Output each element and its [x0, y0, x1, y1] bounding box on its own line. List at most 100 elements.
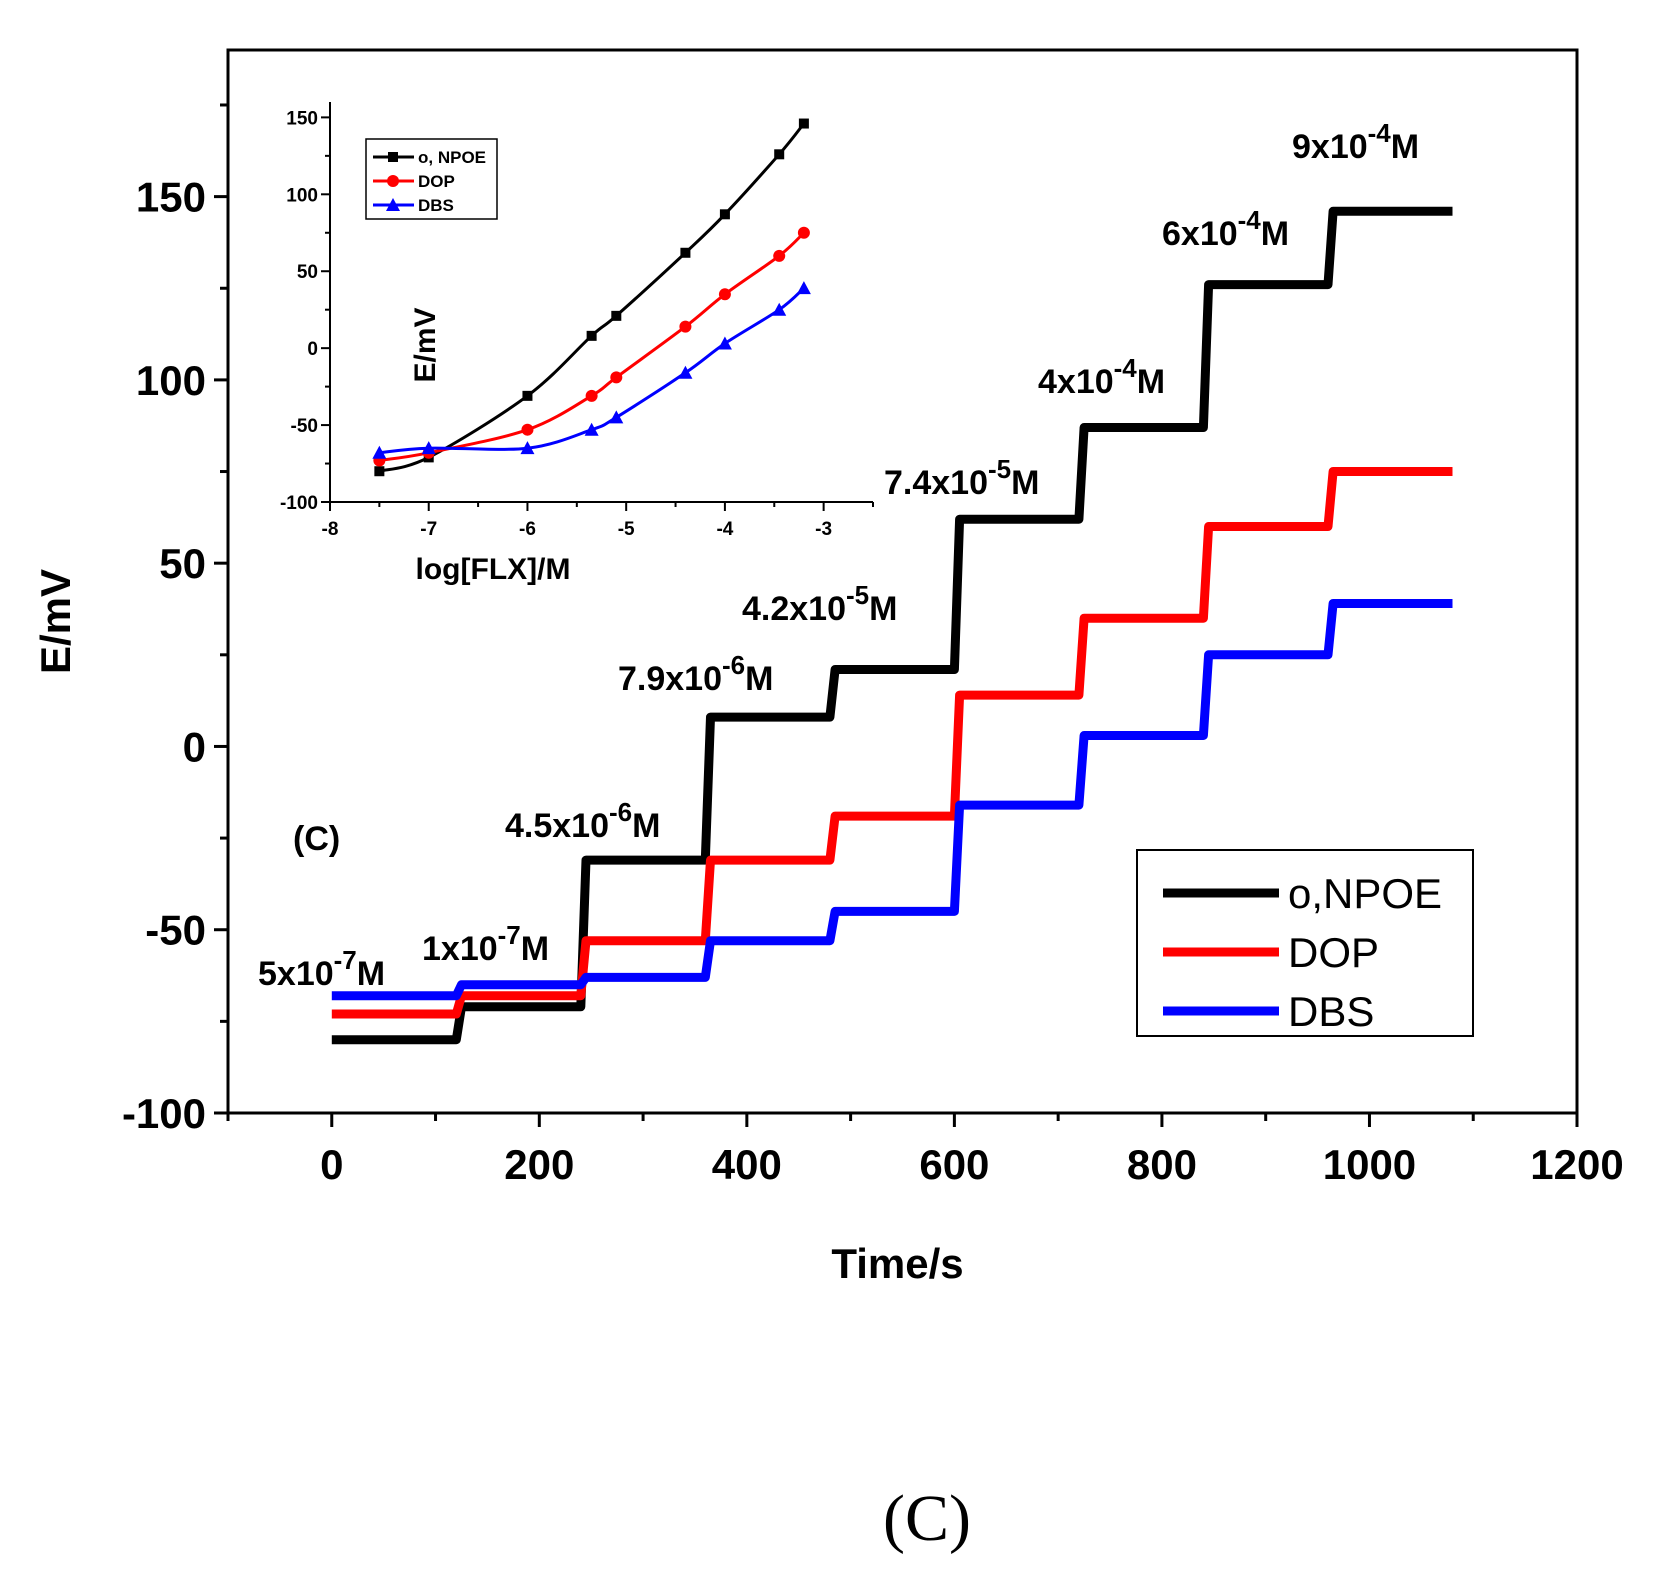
concentration-label: 5x10-7M: [258, 945, 385, 993]
y-tick-label: 100: [136, 357, 206, 404]
inset-x-tick-label: -3: [815, 519, 832, 540]
concentration-label: 4.5x10-6M: [505, 797, 660, 845]
concentration-base: 1x10: [422, 930, 498, 968]
x-axis-title: Time/s: [831, 1240, 963, 1287]
x-tick-label: 800: [1127, 1141, 1197, 1188]
concentration-base: 4.5x10: [505, 807, 609, 845]
inset-data-point: [585, 389, 598, 402]
legend-box: [1136, 849, 1474, 1037]
inset-data-point: [584, 422, 599, 436]
concentration-exponent: -7: [498, 920, 521, 950]
concentration-label: 7.9x10-6M: [618, 650, 773, 698]
concentration-label: 4.2x10-5M: [742, 580, 897, 628]
concentration-unit: M: [1137, 363, 1165, 401]
main-legend: o,NPOE DOP DBS: [1136, 849, 1474, 1037]
inset-y-tick-label: -100: [280, 493, 318, 514]
inset-data-point: [586, 330, 597, 341]
series-line-dbs: [331, 599, 1453, 1001]
concentration-unit: M: [1011, 464, 1039, 502]
inset-data-point: [679, 320, 692, 333]
inset-y-tick-label: 150: [286, 108, 318, 129]
inset-legend-label: DBS: [418, 196, 454, 215]
series-line-onpoe: [331, 206, 1453, 1045]
inset-data-point: [609, 410, 624, 424]
concentration-base: 6x10: [1162, 215, 1238, 253]
inset-data-point: [717, 336, 732, 350]
legend-label: DOP: [1288, 929, 1379, 976]
concentration-label: 7.4x10-5M: [884, 454, 1039, 502]
inset-data-point: [610, 371, 623, 384]
inset-x-tick-label: -6: [519, 519, 536, 540]
concentration-unit: M: [357, 955, 385, 993]
concentration-label: 4x10-4M: [1038, 353, 1165, 401]
concentration-label: 1x10-7M: [422, 920, 549, 968]
panel-label: (C): [293, 820, 340, 858]
concentration-exponent: -6: [722, 650, 745, 680]
concentration-label: 9x10-4M: [1292, 118, 1419, 166]
inset-data-point: [372, 445, 387, 459]
inset-data-point: [680, 247, 691, 258]
y-tick-label: 50: [159, 540, 206, 587]
inset-data-point: [520, 441, 535, 455]
y-tick-label: 150: [136, 174, 206, 221]
y-tick-label: -100: [122, 1090, 206, 1137]
concentration-annotations: 5x10-7M1x10-7M4.5x10-6M7.9x10-6M4.2x10-5…: [258, 118, 1419, 993]
inset-axes: -8 -7 -6 -5 -4 -3 -100 -50 0 50 100 150: [280, 102, 874, 540]
inset-data-point: [798, 118, 809, 129]
inset-data-point: [774, 149, 785, 160]
concentration-base: 4.2x10: [742, 590, 846, 628]
legend-label: o,NPOE: [1288, 870, 1442, 917]
inset-y-tick-label: 50: [297, 262, 318, 283]
inset-data-point: [611, 310, 622, 321]
inset-x-tick-label: -4: [716, 519, 733, 540]
main-plot-frame: [226, 48, 1579, 1115]
y-tick-label: -50: [145, 907, 206, 954]
legend-label: DBS: [1288, 988, 1374, 1035]
inset-data-point: [773, 249, 786, 262]
x-tick-label: 200: [504, 1141, 574, 1188]
concentration-exponent: -4: [1238, 205, 1262, 235]
concentration-unit: M: [869, 590, 897, 628]
inset-x-tick-label: -7: [420, 519, 437, 540]
inset-legend: o, NPOE DOP DBS: [365, 138, 498, 220]
concentration-base: 5x10: [258, 955, 334, 993]
inset-data-point: [772, 302, 787, 316]
concentration-exponent: -5: [846, 580, 869, 610]
inset-data-point: [719, 209, 730, 220]
x-tick-label: 0: [320, 1141, 343, 1188]
inset-data-point: [678, 365, 693, 379]
y-tick-label: 0: [183, 723, 206, 770]
inset-data-point: [374, 466, 385, 477]
x-tick-label: 400: [712, 1141, 782, 1188]
inset-data-point: [522, 390, 533, 401]
inset-data-point: [521, 423, 534, 436]
concentration-base: 9x10: [1292, 128, 1368, 166]
concentration-unit: M: [521, 930, 549, 968]
concentration-exponent: -7: [334, 945, 357, 975]
concentration-base: 7.4x10: [884, 464, 988, 502]
inset-x-axis-title: log[FLX]/M: [416, 553, 571, 586]
figure-caption: (C): [883, 1482, 971, 1555]
y-axis-title: E/mV: [32, 569, 79, 674]
x-tick-label: 600: [919, 1141, 989, 1188]
inset-y-tick-label: -50: [291, 416, 318, 437]
concentration-unit: M: [745, 660, 773, 698]
inset-x-tick-label: -5: [618, 519, 635, 540]
concentration-base: 7.9x10: [618, 660, 722, 698]
concentration-unit: M: [1391, 128, 1419, 166]
inset-y-tick-label: 0: [307, 339, 318, 360]
series-line-dop: [331, 467, 1453, 1019]
inset-legend-marker: [387, 175, 399, 187]
x-tick-label: 1000: [1323, 1141, 1416, 1188]
concentration-exponent: -4: [1368, 118, 1392, 148]
inset-data-point: [797, 226, 810, 239]
inset-data-point: [421, 441, 436, 455]
concentration-unit: M: [1261, 215, 1289, 253]
inset-legend-label: o, NPOE: [418, 148, 486, 167]
x-tick-label: 1200: [1530, 1141, 1623, 1188]
inset-data-point: [718, 288, 731, 301]
